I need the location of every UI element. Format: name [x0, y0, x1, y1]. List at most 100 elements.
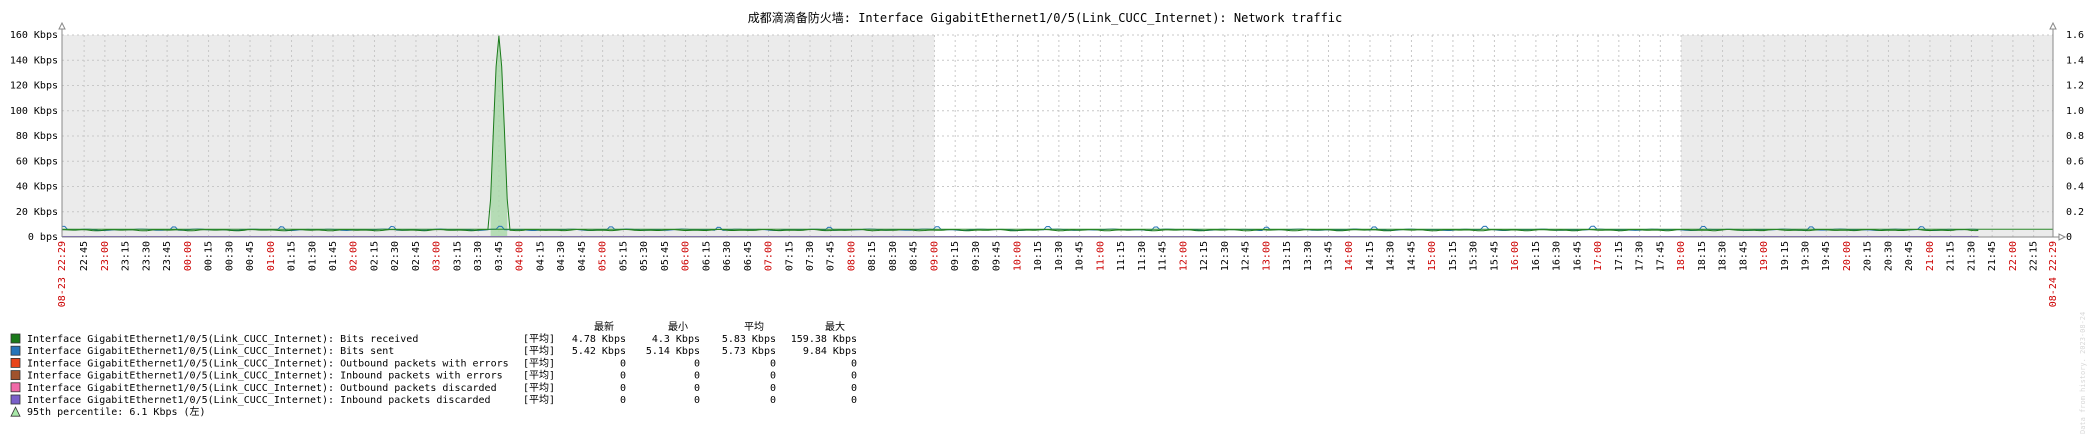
legend-series-name: Interface GigabitEthernet1/0/5(Link_CUCC… [27, 358, 509, 369]
legend-value: 4.78 Kbps [572, 334, 626, 345]
x-tick-label: 13:45 [1323, 241, 1334, 271]
x-tick-label: 15:30 [1469, 241, 1480, 271]
legend-value: 0 [770, 383, 776, 394]
x-tick-label: 15:45 [1489, 241, 1500, 271]
legend-value: 0 [694, 383, 700, 394]
legend-value: 0 [694, 395, 700, 406]
y-axis-left: 0 bps 20 Kbps 40 Kbps 60 Kbps 80 Kbps 100 Kbp… [10, 30, 58, 243]
x-tick-label: 05:00 [598, 241, 609, 271]
x-tick-label: 16:15 [1531, 241, 1542, 271]
watermark: Data from history. 2023-08-24 [2079, 312, 2087, 434]
legend-value: 0 [770, 358, 776, 369]
x-tick-label: 20:00 [1842, 241, 1853, 271]
legend-value: 5.14 Kbps [646, 346, 700, 357]
x-tick-label: 09:45 [992, 241, 1003, 271]
x-tick-label: 15:00 [1427, 241, 1438, 271]
x-tick-label: 09:00 [929, 241, 940, 271]
legend-func: [平均] [523, 370, 555, 382]
x-tick-label: 16:30 [1552, 241, 1563, 271]
x-tick-label: 19:45 [1821, 241, 1832, 271]
legend-value: 5.73 Kbps [722, 346, 776, 357]
axis-arrow-icon [58, 21, 66, 30]
x-tick-label: 01:15 [287, 241, 298, 271]
legend-value: 9.84 Kbps [803, 346, 857, 357]
x-tick-label: 08:30 [888, 241, 899, 271]
y-right-tick-label: 1.2 [2066, 81, 2084, 92]
legend-swatch [10, 382, 21, 393]
legend-swatch [10, 357, 21, 368]
legend-value: 0 [851, 371, 857, 382]
y-right-tick-label: 0.4 [2066, 182, 2084, 193]
x-tick-label: 14:00 [1344, 241, 1355, 271]
x-tick-label: 18:45 [1738, 241, 1749, 271]
x-tick-label: 07:30 [805, 241, 816, 271]
x-tick-label: 06:30 [722, 241, 733, 271]
legend-value: 0 [694, 371, 700, 382]
x-tick-label: 08:00 [846, 241, 857, 271]
x-tick-label: 14:45 [1406, 241, 1417, 271]
x-tick-label: 14:15 [1365, 241, 1376, 271]
axis-arrow-icon [2058, 233, 2067, 241]
x-tick-label: 17:00 [1593, 241, 1604, 271]
x-start-label: 08-23 22:29 [57, 241, 68, 307]
legend-value: 5.83 Kbps [722, 334, 776, 345]
x-tick-label: 02:15 [369, 241, 380, 271]
x-tick-label: 00:45 [245, 241, 256, 271]
x-tick-label: 03:15 [452, 241, 463, 271]
legend-header: 平均 [744, 321, 764, 333]
x-tick-label: 19:00 [1759, 241, 1770, 271]
legend-value: 0 [851, 358, 857, 369]
x-tick-label: 02:45 [411, 241, 422, 271]
legend-series-name: Interface GigabitEthernet1/0/5(Link_CUCC… [27, 334, 418, 345]
x-tick-label: 08:15 [867, 241, 878, 271]
y-left-tick-label: 60 Kbps [16, 156, 58, 167]
x-tick-label: 18:15 [1697, 241, 1708, 271]
x-tick-label: 07:15 [784, 241, 795, 271]
legend-series-name: Interface GigabitEthernet1/0/5(Link_CUCC… [27, 346, 394, 357]
x-tick-label: 21:30 [1966, 241, 1977, 271]
chart-title: 成都滴滴备防火墙: Interface GigabitEthernet1/0/5… [748, 10, 1343, 25]
y-left-tick-label: 20 Kbps [16, 207, 58, 218]
legend-header: 最新 [594, 320, 614, 333]
x-tick-label: 04:15 [535, 241, 546, 271]
x-tick-label: 05:15 [618, 241, 629, 271]
x-tick-label: 10:00 [1012, 241, 1023, 271]
x-tick-label: 21:45 [1987, 241, 1998, 271]
x-tick-label: 11:15 [1116, 241, 1127, 271]
x-tick-label: 12:00 [1178, 241, 1189, 271]
x-tick-label: 04:45 [577, 241, 588, 271]
x-tick-label: 17:45 [1655, 241, 1666, 271]
legend-value: 159.38 Kbps [791, 334, 857, 345]
legend: 最新 最小 平均 最大 Interface GigabitEthernet1/0/5(L… [10, 320, 857, 418]
legend-value: 0 [620, 395, 626, 406]
x-tick-label: 16:45 [1572, 241, 1583, 271]
y-right-tick-label: 0.2 [2066, 207, 2084, 218]
y-right-tick-label: 1.4 [2066, 55, 2084, 66]
legend-value: 0 [770, 371, 776, 382]
legend-swatch [10, 345, 21, 356]
legend-func: [平均] [523, 345, 555, 357]
x-end-label: 08-24 22:29 [2048, 241, 2059, 307]
y-left-tick-label: 100 Kbps [10, 106, 58, 117]
x-tick-label: 22:15 [2029, 241, 2040, 271]
x-tick-label: 05:30 [639, 241, 650, 271]
x-tick-label: 00:00 [183, 241, 194, 271]
y-left-tick-label: 120 Kbps [10, 81, 58, 92]
x-tick-label: 17:30 [1635, 241, 1646, 271]
legend-func: [平均] [523, 394, 555, 406]
y-right-tick-label: 1.0 [2066, 106, 2084, 117]
x-tick-label: 02:30 [390, 241, 401, 271]
x-tick-label: 06:45 [743, 241, 754, 271]
axis-arrow-icon [2049, 21, 2057, 30]
legend-value: 0 [851, 383, 857, 394]
x-tick-label: 03:45 [494, 241, 505, 271]
legend-value: 0 [620, 371, 626, 382]
x-tick-label: 11:45 [1158, 241, 1169, 271]
x-tick-label: 19:15 [1780, 241, 1791, 271]
legend-value: 0 [851, 395, 857, 406]
x-tick-label: 13:15 [1282, 241, 1293, 271]
x-tick-label: 10:15 [1033, 241, 1044, 271]
legend-series-name: Interface GigabitEthernet1/0/5(Link_CUCC… [27, 395, 491, 406]
legend-swatch [10, 333, 21, 344]
